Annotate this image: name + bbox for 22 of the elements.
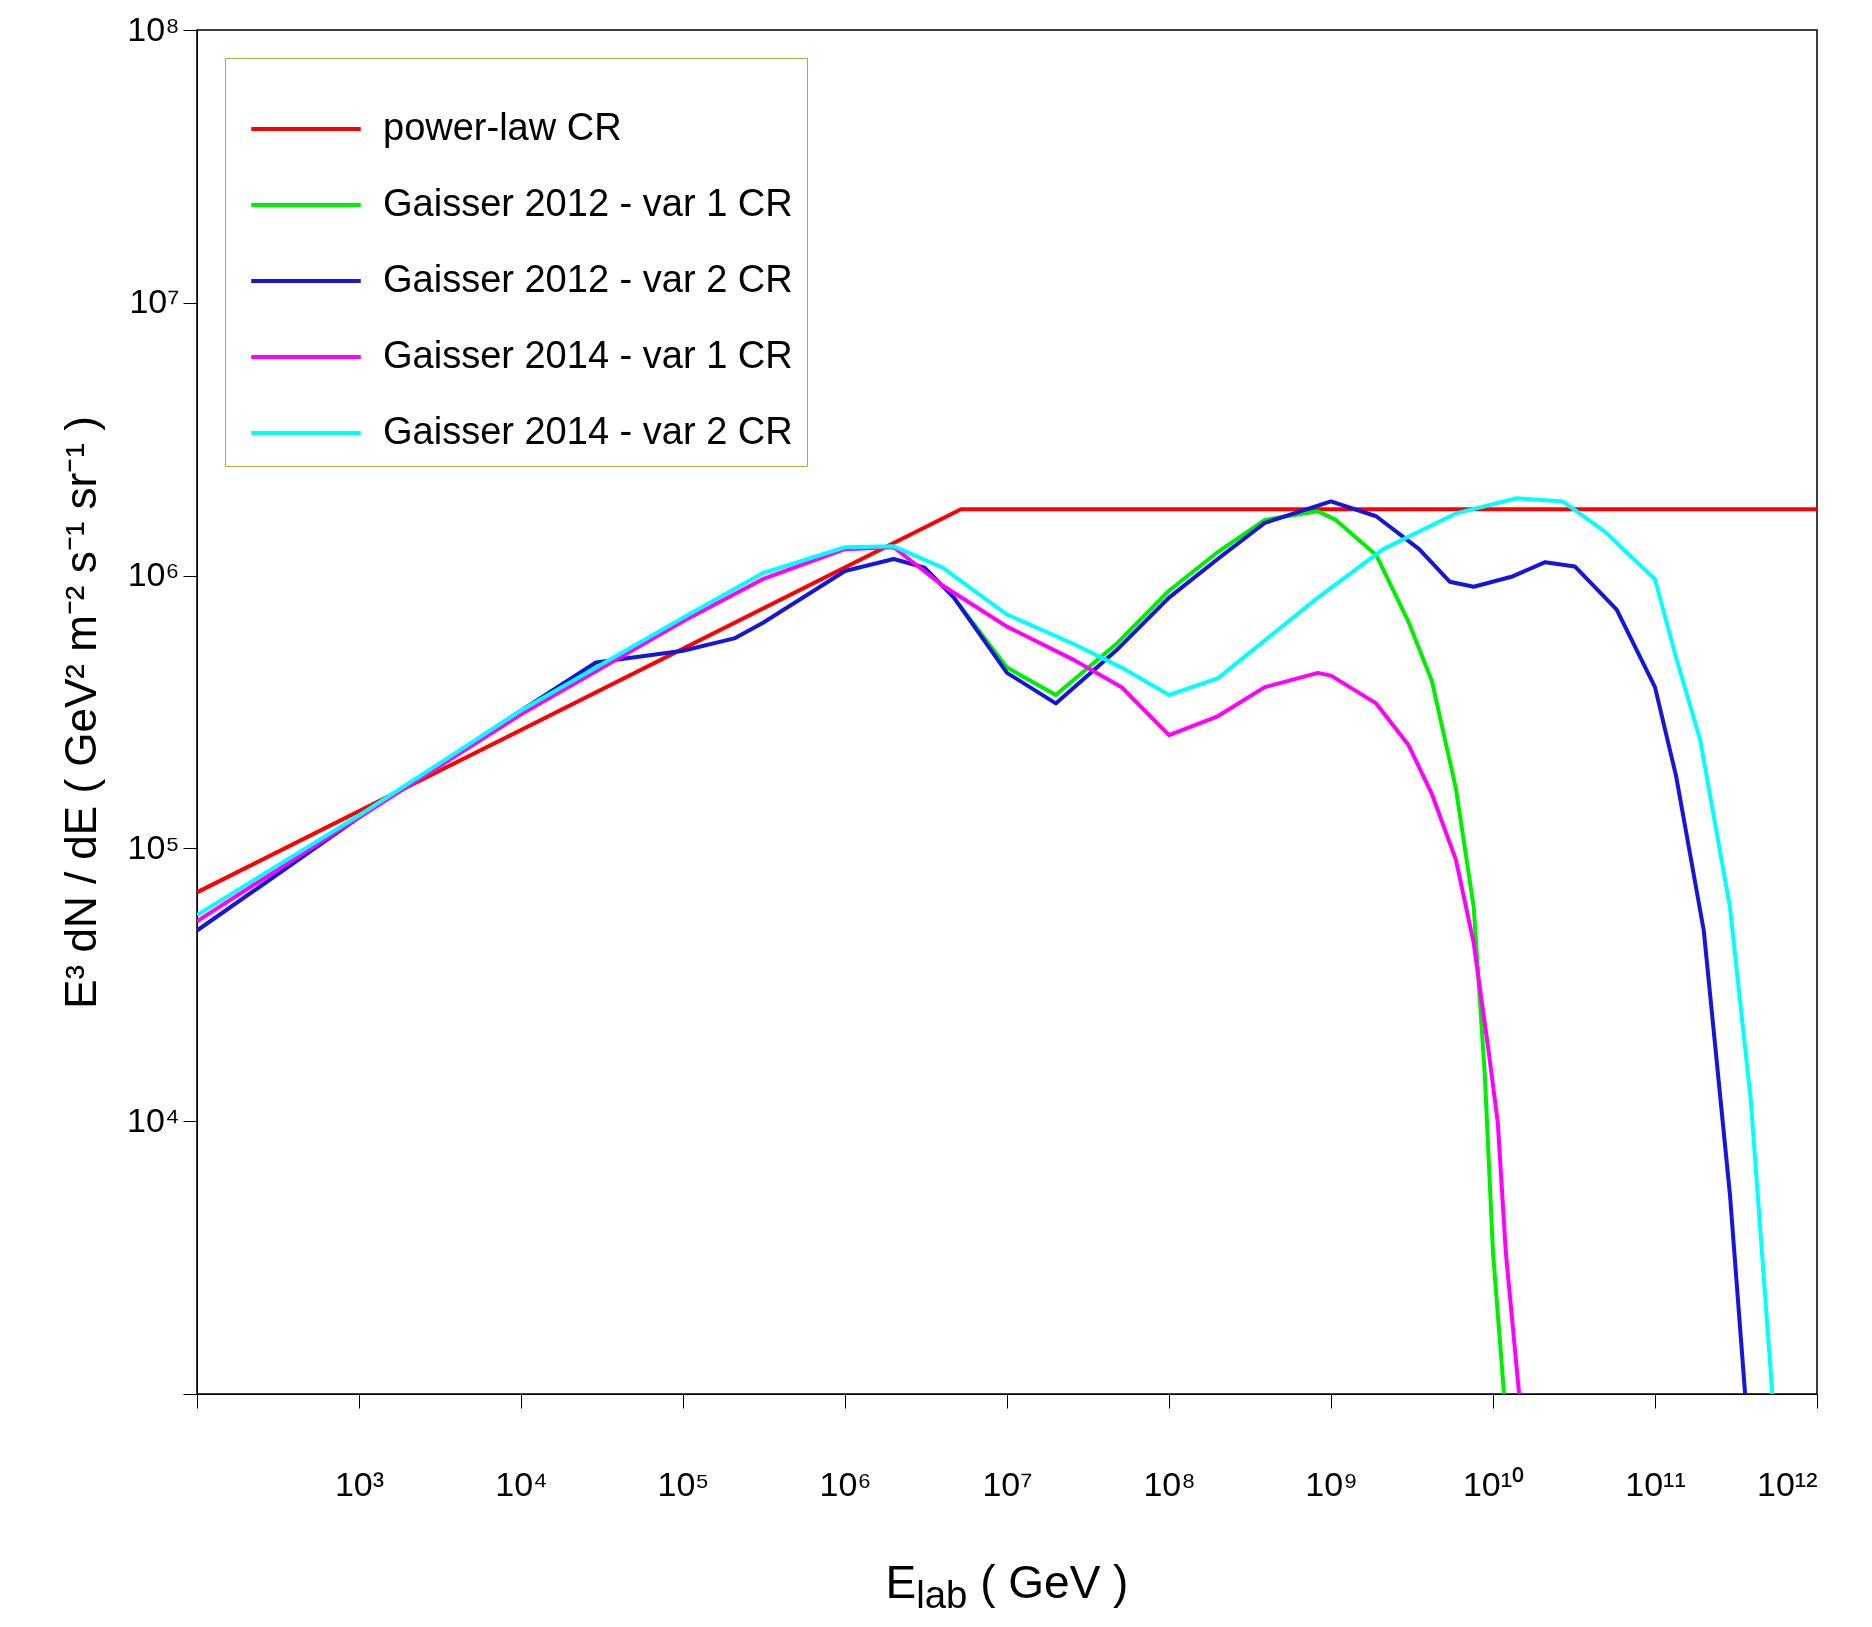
x-tick-label: 10⁷: [982, 1464, 1033, 1503]
y-tick-label: 10⁷: [129, 282, 180, 321]
legend-label: Gaisser 2012 - var 2 CR: [383, 258, 793, 300]
x-tick-label: 10⁹: [1305, 1464, 1358, 1503]
y-tick-label: 10⁵: [127, 827, 180, 866]
legend-label: power-law CR: [383, 106, 622, 148]
y-tick-label: 10⁶: [127, 555, 180, 594]
x-axis-title: E$_{lab}$ ( GeV ): [884, 1555, 1130, 1618]
legend-label: Gaisser 2012 - var 1 CR: [383, 182, 793, 224]
y-tick-label: 10⁸: [127, 9, 180, 48]
x-tick-label: 10³: [334, 1464, 385, 1503]
x-tick-label: 10⁸: [1143, 1464, 1196, 1503]
x-tick-label: 10¹²: [1757, 1464, 1818, 1503]
y-tick-label: 10⁴: [127, 1100, 180, 1139]
x-tick-label: 10¹¹: [1625, 1464, 1686, 1503]
x-tick-label: 10⁴: [495, 1464, 548, 1503]
x-tick-label: 10⁵: [657, 1464, 710, 1503]
y-axis-title: E³ dN / dE ( GeV² m⁻² s⁻¹ sr⁻¹ ): [56, 416, 106, 1009]
x-tick-label: 10⁶: [819, 1464, 872, 1503]
legend-label: Gaisser 2014 - var 2 CR: [383, 410, 793, 452]
x-tick-label: 10¹⁰: [1462, 1464, 1525, 1503]
legend-label: Gaisser 2014 - var 1 CR: [383, 334, 793, 376]
